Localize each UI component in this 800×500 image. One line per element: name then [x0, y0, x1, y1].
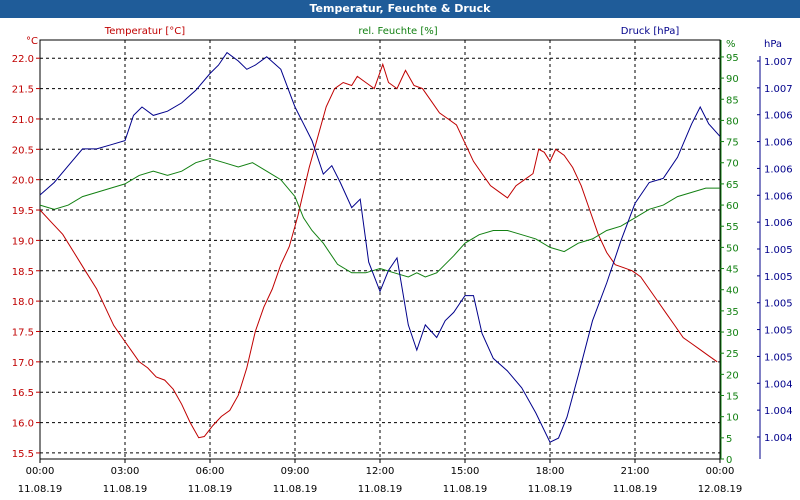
humidity-tick-label: 40: [726, 286, 739, 297]
x-tick-date-label: 11.08.19: [188, 484, 233, 495]
pressure-tick-label: 1.006: [764, 191, 793, 202]
temperature-tick-label: 20.0: [12, 176, 34, 187]
humidity-tick-label: 95: [726, 53, 739, 64]
x-tick-time-label: 15:00: [451, 466, 480, 477]
x-tick-time-label: 06:00: [196, 466, 225, 477]
x-tick-date-label: 11.08.19: [613, 484, 658, 495]
x-tick-date-label: 11.08.19: [528, 484, 573, 495]
chart-area: 15.5 16.0 16.5 17.0 17.5 18.0 18.5 19.0 19.5 20.0…: [0, 18, 800, 500]
window-title-bar: Temperatur, Feuchte & Druck: [0, 0, 800, 18]
pressure-tick-label: 1.007: [764, 57, 793, 68]
humidity-tick-label: 10: [726, 413, 739, 424]
pressure-tick-label: 1.006: [764, 164, 793, 175]
humidity-tick-label: 0: [726, 455, 732, 466]
window-title: Temperatur, Feuchte & Druck: [309, 2, 491, 15]
legend-label-humidity: rel. Feuchte [%]: [358, 26, 437, 37]
humidity-tick-label: 25: [726, 349, 739, 360]
humidity-tick-label: 5: [726, 434, 732, 445]
pressure-tick-label: 1.006: [764, 218, 793, 229]
x-tick-time-label: 09:00: [281, 466, 310, 477]
pressure-tick-label: 1.005: [764, 245, 793, 256]
pressure-tick-label: 1.005: [764, 326, 793, 337]
x-tick-time-label: 00:00: [26, 466, 55, 477]
humidity-tick-label: 70: [726, 159, 739, 170]
humidity-tick-label: 15: [726, 392, 739, 403]
series-line-humidity: [39, 157, 720, 278]
series-line-pressure: [39, 51, 721, 443]
pressure-tick-label: 1.005: [764, 352, 793, 363]
x-tick-date-label: 11.08.19: [358, 484, 403, 495]
temperature-tick-label: 21.0: [12, 115, 34, 126]
pressure-tick-label: 1.007: [764, 84, 793, 95]
x-tick-date-label: 12.08.19: [698, 484, 743, 495]
x-tick-date-label: 11.08.19: [18, 484, 63, 495]
pressure-tick-label: 1.004: [764, 406, 793, 417]
temperature-tick-label: 22.0: [12, 54, 34, 65]
x-tick-date-label: 11.08.19: [443, 484, 488, 495]
humidity-tick-label: 50: [726, 243, 739, 254]
humidity-tick-label: 55: [726, 222, 739, 233]
series-line-temperature: [39, 62, 718, 439]
temperature-unit-label: °C: [26, 36, 38, 47]
x-tick-time-label: 03:00: [111, 466, 140, 477]
humidity-tick-label: 65: [726, 180, 739, 191]
temperature-tick-label: 20.5: [12, 145, 34, 156]
humidity-tick-label: 30: [726, 328, 739, 339]
temperature-tick-label: 18.0: [12, 297, 34, 308]
pressure-tick-label: 1.005: [764, 272, 793, 283]
temperature-tick-label: 19.0: [12, 236, 34, 247]
legend-label-temperature: Temperatur [°C]: [104, 26, 185, 37]
temperature-tick-label: 15.5: [12, 449, 34, 460]
x-tick-time-label: 12:00: [366, 466, 395, 477]
x-tick-date-label: 11.08.19: [273, 484, 318, 495]
pressure-tick-label: 1.006: [764, 111, 793, 122]
x-tick-time-label: 21:00: [621, 466, 650, 477]
chart-background: [0, 18, 800, 500]
pressure-unit-label: hPa: [764, 39, 782, 50]
pressure-tick-label: 1.004: [764, 379, 793, 390]
legend-label-pressure: Druck [hPa]: [621, 26, 680, 37]
temperature-tick-label: 16.5: [12, 388, 34, 399]
x-tick-time-label: 00:00: [706, 466, 735, 477]
humidity-tick-label: 60: [726, 201, 739, 212]
humidity-tick-label: 80: [726, 116, 739, 127]
temperature-tick-label: 21.5: [12, 85, 34, 96]
humidity-tick-label: 75: [726, 138, 739, 149]
pressure-tick-label: 1.005: [764, 299, 793, 310]
humidity-tick-label: 35: [726, 307, 739, 318]
pressure-tick-label: 1.006: [764, 138, 793, 149]
temperature-tick-label: 16.0: [12, 419, 34, 430]
humidity-tick-label: 85: [726, 95, 739, 106]
humidity-tick-label: 20: [726, 370, 739, 381]
temperature-tick-label: 19.5: [12, 206, 34, 217]
x-tick-date-label: 11.08.19: [103, 484, 148, 495]
temperature-tick-label: 18.5: [12, 267, 34, 278]
humidity-tick-label: 90: [726, 74, 739, 85]
temperature-tick-label: 17.0: [12, 358, 34, 369]
pressure-tick-label: 1.004: [764, 433, 793, 444]
temperature-tick-label: 17.5: [12, 327, 34, 338]
humidity-tick-label: 45: [726, 265, 739, 276]
humidity-unit-label: %: [726, 39, 736, 50]
x-tick-time-label: 18:00: [536, 466, 565, 477]
